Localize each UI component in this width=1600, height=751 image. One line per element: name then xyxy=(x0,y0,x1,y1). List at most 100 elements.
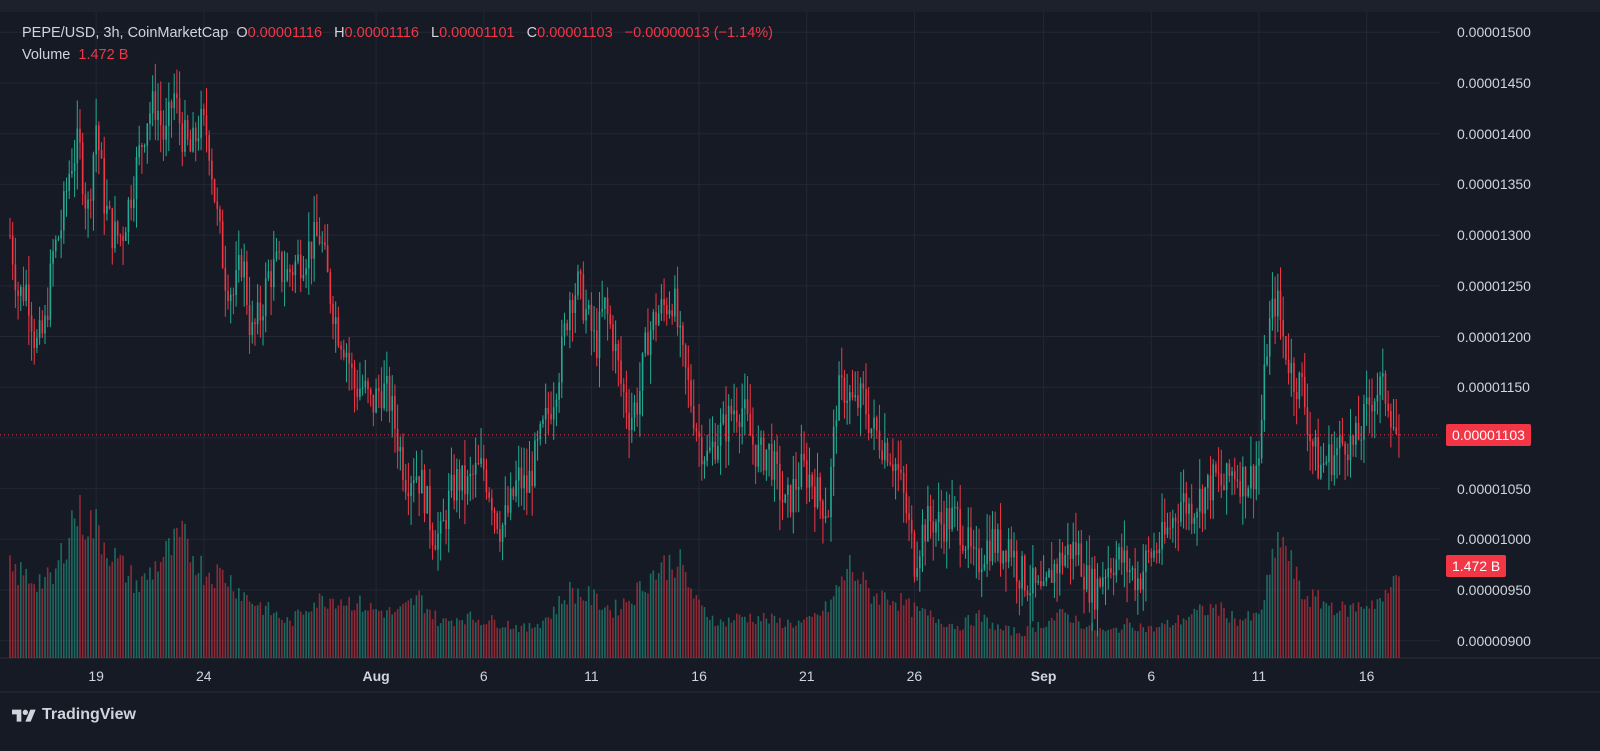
volume-bar xyxy=(509,629,512,658)
candle-body xyxy=(221,221,224,268)
volume-bar xyxy=(1128,622,1131,658)
candle-body xyxy=(579,271,582,275)
volume-bar xyxy=(485,624,488,658)
candle-body xyxy=(1064,555,1066,566)
volume-bar xyxy=(17,584,19,658)
volume-bar xyxy=(1099,628,1101,658)
volume-bar xyxy=(717,625,719,658)
volume-bar xyxy=(676,566,679,658)
volume-bar xyxy=(1104,631,1107,658)
candle-body xyxy=(908,513,910,520)
candle-body xyxy=(1075,541,1077,556)
candle-body xyxy=(1018,581,1021,589)
volume-bar xyxy=(429,609,431,658)
candle-body xyxy=(1085,565,1088,590)
candle-body xyxy=(1110,568,1112,573)
y-tick-label: 0.00001250 xyxy=(1457,277,1531,294)
candle-body xyxy=(219,208,221,222)
volume-bar xyxy=(875,593,878,658)
volume-bar xyxy=(1153,631,1155,658)
candle-body xyxy=(1042,581,1045,587)
volume-bar xyxy=(221,569,224,658)
candle-body xyxy=(700,437,703,465)
candle-body xyxy=(1180,502,1182,522)
candle-body xyxy=(334,317,337,325)
volume-bar xyxy=(1379,598,1381,658)
candle-body xyxy=(805,460,808,488)
candle-body xyxy=(1177,521,1180,523)
volume-bar xyxy=(1182,618,1185,658)
volume-bar xyxy=(1032,627,1034,658)
candle-body xyxy=(345,352,348,358)
volume-bar xyxy=(628,600,630,658)
volume-bar xyxy=(1185,620,1188,658)
candle-body xyxy=(569,300,571,331)
candle-body xyxy=(504,505,507,525)
volume-bar xyxy=(396,609,399,658)
volume-bar xyxy=(892,601,894,658)
candle-body xyxy=(1096,578,1099,610)
volume-bar xyxy=(709,619,711,658)
volume-bar xyxy=(560,603,563,658)
candle-body xyxy=(560,336,563,383)
volume-bars xyxy=(9,495,1400,658)
candle-body xyxy=(1015,550,1018,582)
volume-bar xyxy=(256,605,259,658)
volume-bar xyxy=(251,603,254,658)
volume-bar xyxy=(259,602,262,658)
volume-bar xyxy=(1295,566,1298,658)
volume-bar xyxy=(267,601,270,658)
candle-body xyxy=(1333,455,1336,476)
volume-bar xyxy=(202,584,205,658)
candle-body xyxy=(609,314,612,325)
volume-bar xyxy=(1223,607,1225,658)
volume-bar xyxy=(781,628,784,658)
volume-bar xyxy=(859,583,862,658)
candle-body xyxy=(988,540,991,562)
volume-label[interactable]: Volume xyxy=(22,47,71,63)
candle-body xyxy=(402,446,404,480)
volume-bar xyxy=(692,598,695,658)
symbol-title[interactable]: PEPE/USD, 3h, CoinMarketCap xyxy=(22,25,229,41)
volume-bar xyxy=(824,601,827,658)
candle-body xyxy=(846,400,848,403)
volume-tag: 1.472 B xyxy=(1446,555,1507,577)
volume-bar xyxy=(515,624,517,658)
candle-body xyxy=(116,221,119,236)
candle-body xyxy=(208,135,210,161)
volume-bar xyxy=(924,608,926,658)
candle-body xyxy=(784,494,787,503)
tradingview-logo[interactable]: TradingView xyxy=(12,706,136,724)
volume-bar xyxy=(574,603,577,658)
volume-bar xyxy=(773,615,776,658)
volume-bar xyxy=(1120,629,1123,658)
candle-body xyxy=(1072,541,1075,560)
volume-bar xyxy=(1177,615,1180,658)
volume-bar xyxy=(450,620,453,658)
volume-bar xyxy=(415,595,418,658)
candle-body xyxy=(1128,570,1131,573)
volume-bar xyxy=(953,629,956,658)
candle-body xyxy=(601,309,603,312)
candle-body xyxy=(862,383,865,389)
candle-body xyxy=(1158,549,1161,554)
volume-bar xyxy=(983,614,986,658)
candle-body xyxy=(980,569,983,573)
candle-body xyxy=(1126,550,1128,573)
volume-bar xyxy=(1320,608,1322,658)
candle-body xyxy=(900,469,902,473)
volume-bar xyxy=(630,603,633,658)
volume-bar xyxy=(1096,631,1099,658)
volume-bar xyxy=(30,583,33,658)
candle-body xyxy=(1123,550,1126,563)
volume-bar xyxy=(364,610,367,658)
volume-bar xyxy=(1118,632,1120,658)
candle-body xyxy=(544,408,547,420)
volume-bar xyxy=(517,632,520,658)
volume-bar xyxy=(523,623,525,658)
volume-bar xyxy=(345,605,348,658)
volume-bar xyxy=(1303,599,1306,658)
candle-body xyxy=(119,235,122,237)
candle-body xyxy=(447,490,450,530)
